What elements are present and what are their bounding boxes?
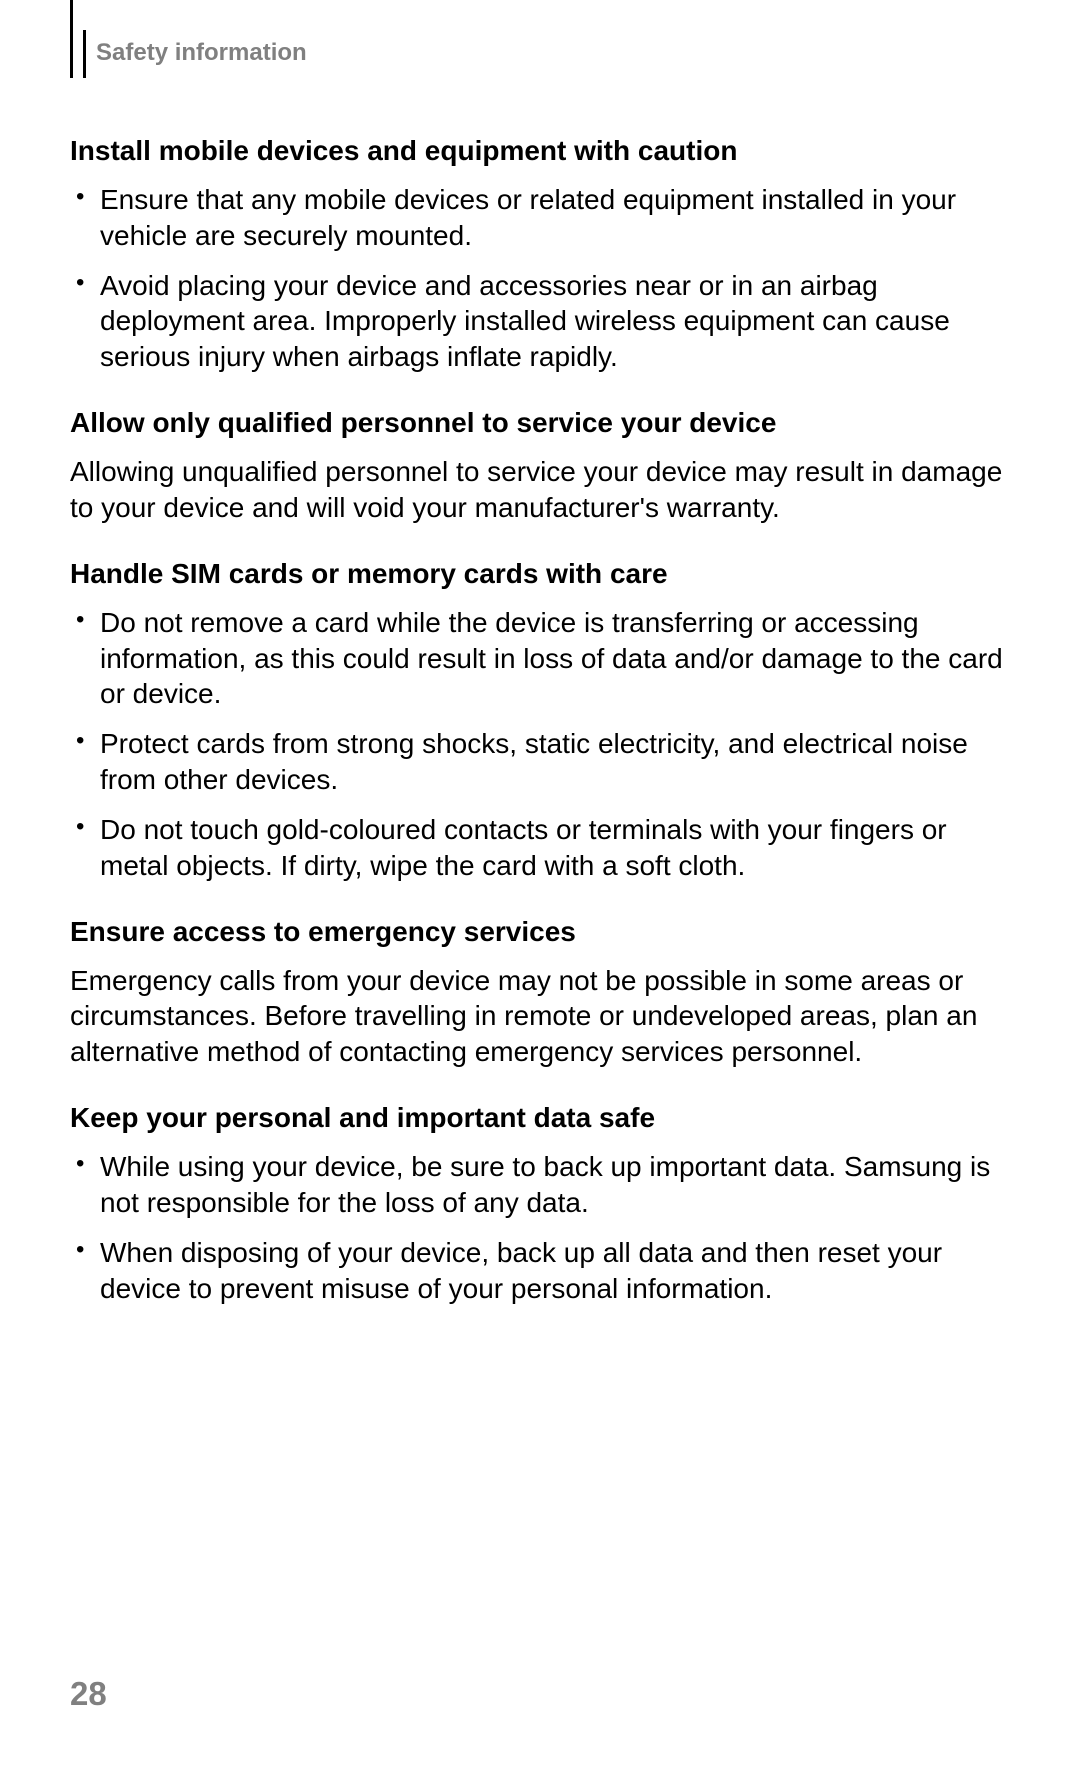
list-item: Avoid placing your device and accessorie…	[70, 268, 1010, 375]
content: Install mobile devices and equipment wit…	[70, 25, 1010, 1306]
section-heading: Allow only qualified personnel to servic…	[70, 405, 1010, 440]
list-item: Do not touch gold-coloured contacts or t…	[70, 812, 1010, 884]
section-heading: Ensure access to emergency services	[70, 914, 1010, 949]
section-heading: Keep your personal and important data sa…	[70, 1100, 1010, 1135]
page-number: 28	[70, 1675, 107, 1713]
section-paragraph: Allowing unqualified personnel to servic…	[70, 454, 1010, 526]
list-item: While using your device, be sure to back…	[70, 1149, 1010, 1221]
page: Safety information Install mobile device…	[0, 0, 1080, 1771]
bullet-list: While using your device, be sure to back…	[70, 1149, 1010, 1306]
header-rule-outer	[70, 0, 73, 78]
list-item: Ensure that any mobile devices or relate…	[70, 182, 1010, 254]
list-item: Protect cards from strong shocks, static…	[70, 726, 1010, 798]
section-heading: Handle SIM cards or memory cards with ca…	[70, 556, 1010, 591]
bullet-list: Do not remove a card while the device is…	[70, 605, 1010, 884]
section-paragraph: Emergency calls from your device may not…	[70, 963, 1010, 1070]
list-item: When disposing of your device, back up a…	[70, 1235, 1010, 1307]
bullet-list: Ensure that any mobile devices or relate…	[70, 182, 1010, 375]
header-rule-inner	[83, 30, 86, 78]
section-heading: Install mobile devices and equipment wit…	[70, 133, 1010, 168]
header-section-label: Safety information	[96, 39, 307, 67]
list-item: Do not remove a card while the device is…	[70, 605, 1010, 712]
